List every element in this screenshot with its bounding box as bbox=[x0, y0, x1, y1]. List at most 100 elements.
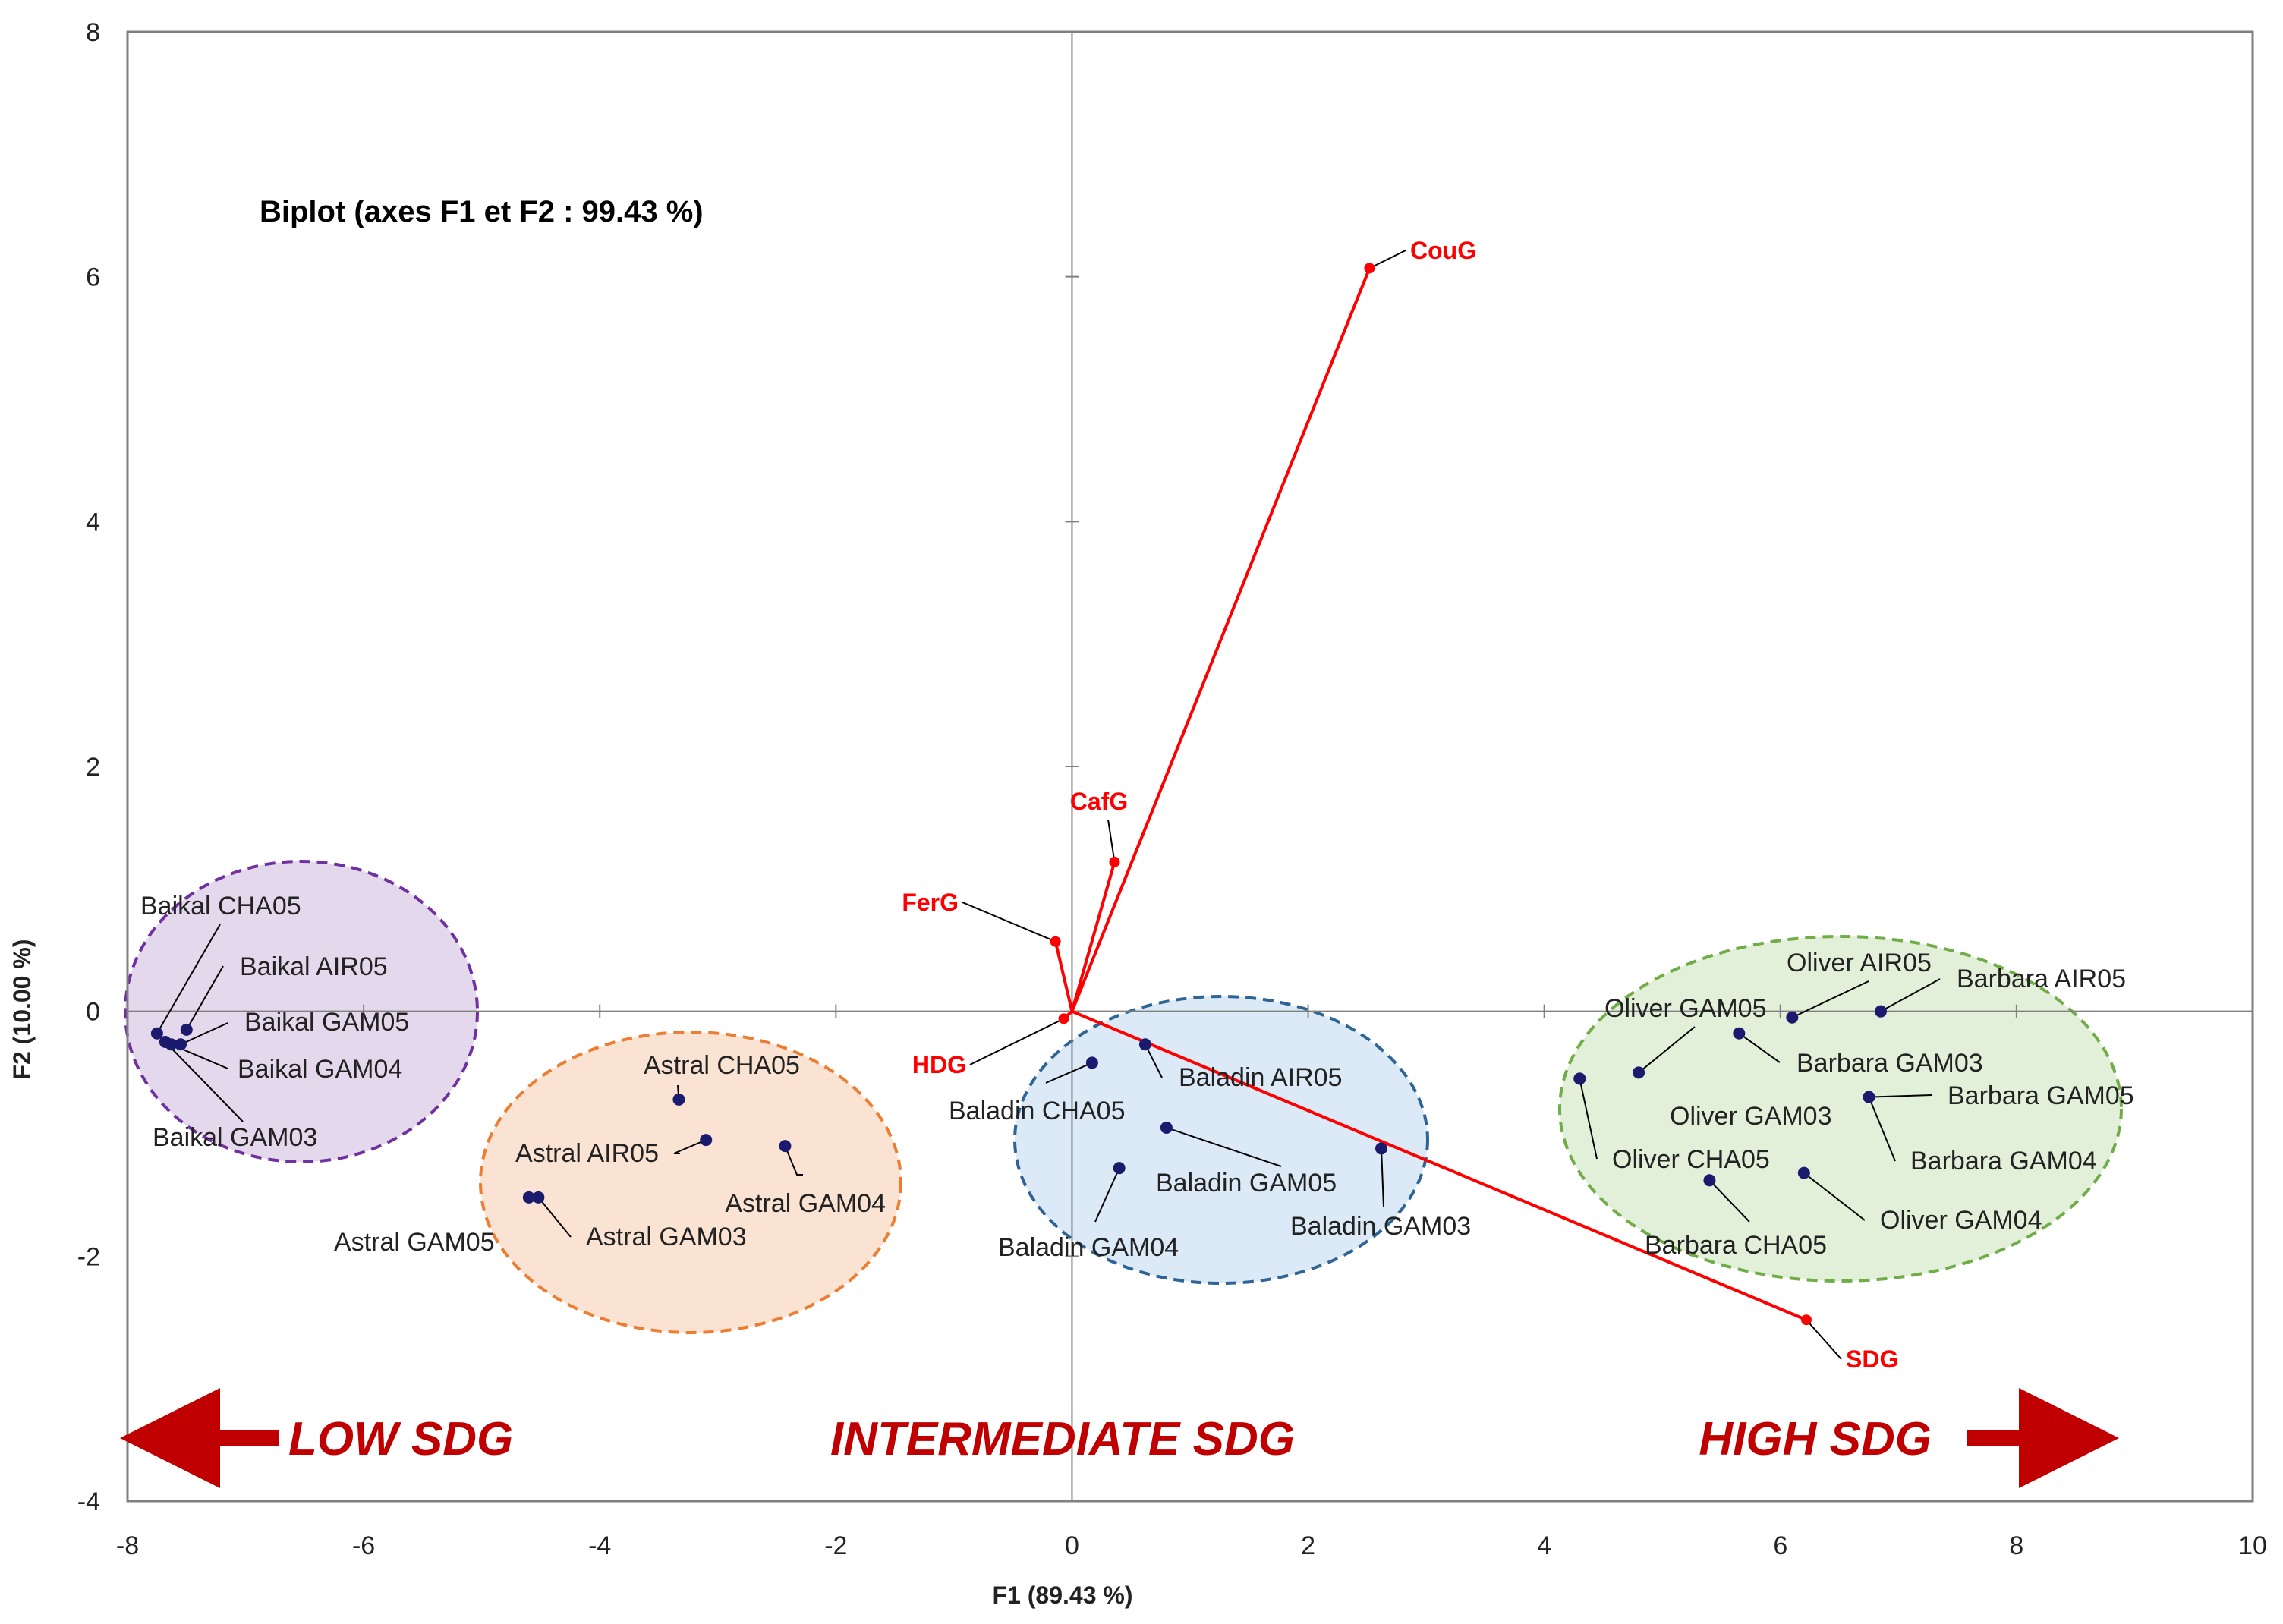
point-label-barbara-gam03: Barbara GAM03 bbox=[1796, 1049, 1983, 1078]
variable-label-coug: CouG bbox=[1410, 237, 1476, 264]
group-ellipse-2 bbox=[479, 1031, 902, 1334]
vector-sdg bbox=[1071, 1009, 1807, 1322]
point-label-baladin-gam03: Baladin GAM03 bbox=[1290, 1212, 1471, 1241]
leader-line bbox=[165, 1041, 244, 1122]
leader-line bbox=[962, 902, 1056, 943]
point-label-oliver-air05: Oliver AIR05 bbox=[1787, 949, 1932, 977]
leader-line bbox=[784, 1145, 803, 1176]
point-baladin-gam05 bbox=[1160, 1121, 1173, 1134]
vector-coug bbox=[1070, 267, 1371, 1012]
point-baladin-gam04 bbox=[1113, 1162, 1126, 1175]
vector-ferg bbox=[1053, 941, 1074, 1012]
leader-line bbox=[1144, 1043, 1163, 1078]
zone-label-high-sdg: HIGH SDG bbox=[1699, 1413, 1932, 1465]
point-label-baikal-gam03: Baikal GAM03 bbox=[153, 1123, 317, 1152]
leader-line bbox=[185, 965, 224, 1031]
leader-line bbox=[1708, 1179, 1750, 1223]
point-barbara-gam04 bbox=[1863, 1091, 1875, 1103]
point-oliver-air05 bbox=[1786, 1011, 1799, 1024]
leader-line bbox=[1381, 1148, 1384, 1207]
point-oliver-gam04 bbox=[1797, 1166, 1810, 1179]
variable-label-cafg: CafG bbox=[1070, 788, 1128, 815]
leader-line bbox=[180, 1022, 228, 1046]
x-tick-label: 10 bbox=[2238, 1531, 2267, 1560]
leader-line bbox=[1806, 1319, 1842, 1360]
point-baladin-gam03 bbox=[1375, 1142, 1387, 1155]
leader-line bbox=[1045, 1062, 1093, 1084]
point-barbara-air05 bbox=[1875, 1005, 1887, 1018]
point-label-astral-cha05: Astral CHA05 bbox=[644, 1051, 800, 1080]
y-tick-label: 6 bbox=[86, 263, 100, 292]
group-ellipse-3 bbox=[1013, 995, 1429, 1285]
x-axis-title: F1 (89.43 %) bbox=[993, 1582, 1133, 1609]
point-label-baladin-cha05: Baladin CHA05 bbox=[949, 1097, 1125, 1125]
point-label-barbara-gam04: Barbara GAM04 bbox=[1910, 1147, 2097, 1176]
point-baikal-air05 bbox=[180, 1023, 193, 1036]
y-tick-label: 2 bbox=[86, 753, 100, 782]
vector-tip-cafg bbox=[1109, 856, 1120, 867]
point-baladin-cha05 bbox=[1085, 1056, 1098, 1069]
x-tick-label: -8 bbox=[116, 1531, 139, 1560]
point-label-oliver-cha05: Oliver CHA05 bbox=[1612, 1145, 1770, 1174]
point-baikal-cha05 bbox=[150, 1027, 163, 1040]
x-tick-label: 6 bbox=[1773, 1531, 1787, 1560]
y-tick-label: 4 bbox=[86, 508, 100, 537]
point-label-baikal-gam05: Baikal GAM05 bbox=[244, 1008, 409, 1037]
x-tick-label: 8 bbox=[2009, 1531, 2023, 1560]
zone-label-intermediate-sdg: INTERMEDIATE SDG bbox=[830, 1413, 1295, 1465]
point-oliver-gam05 bbox=[1633, 1066, 1645, 1079]
x-tick-label: -4 bbox=[588, 1531, 611, 1560]
point-label-baikal-gam04: Baikal GAM04 bbox=[238, 1055, 402, 1084]
leader-line bbox=[1638, 1026, 1696, 1074]
point-astral-cha05 bbox=[672, 1093, 685, 1106]
leader-line bbox=[1869, 1094, 1933, 1098]
point-label-astral-gam05: Astral GAM05 bbox=[334, 1228, 495, 1257]
point-label-baladin-air05: Baladin AIR05 bbox=[1179, 1063, 1343, 1092]
leader-line bbox=[1791, 980, 1869, 1018]
leader-line bbox=[1579, 1078, 1598, 1160]
variable-label-ferg: FerG bbox=[902, 889, 959, 916]
point-barbara-gam03 bbox=[1733, 1027, 1746, 1040]
y-tick-label: 0 bbox=[86, 998, 100, 1027]
y-axis-title: F2 (10.00 %) bbox=[8, 939, 36, 1080]
x-tick-label: -2 bbox=[824, 1531, 847, 1560]
x-tick-label: -6 bbox=[352, 1531, 375, 1560]
point-oliver-cha05 bbox=[1573, 1072, 1586, 1085]
point-baladin-air05 bbox=[1138, 1038, 1151, 1051]
x-tick-label: 2 bbox=[1301, 1531, 1315, 1560]
point-label-astral-gam04: Astral GAM04 bbox=[725, 1189, 886, 1218]
point-label-barbara-gam05: Barbara GAM05 bbox=[1948, 1081, 2134, 1110]
point-baikal-gam05 bbox=[175, 1038, 187, 1051]
leader-line bbox=[1803, 1172, 1866, 1221]
point-label-barbara-cha05: Barbara CHA05 bbox=[1645, 1231, 1827, 1260]
variable-label-sdg: SDG bbox=[1846, 1345, 1898, 1373]
x-tick-label: 0 bbox=[1065, 1531, 1079, 1560]
point-label-baikal-air05: Baikal AIR05 bbox=[240, 952, 388, 981]
leader-line bbox=[1738, 1032, 1781, 1063]
leader-line bbox=[1166, 1126, 1282, 1167]
variable-label-hdg: HDG bbox=[912, 1051, 966, 1078]
y-tick-label: 8 bbox=[86, 18, 100, 47]
leader-line bbox=[969, 1018, 1064, 1065]
chart-title: Biplot (axes F1 et F2 : 99.43 %) bbox=[260, 195, 704, 228]
vector-tip-ferg bbox=[1050, 936, 1061, 947]
point-label-oliver-gam05: Oliver GAM05 bbox=[1604, 994, 1767, 1023]
vector-tip-coug bbox=[1364, 263, 1375, 274]
leader-line bbox=[1369, 250, 1406, 269]
leader-line bbox=[1107, 819, 1116, 862]
vector-cafg bbox=[1070, 861, 1116, 1012]
point-astral-gam03 bbox=[532, 1191, 545, 1204]
group-ellipse-4 bbox=[1558, 935, 2123, 1283]
point-label-baladin-gam05: Baladin GAM05 bbox=[1156, 1169, 1337, 1198]
point-baikal-gam03 bbox=[159, 1036, 172, 1048]
x-tick-label: 4 bbox=[1537, 1531, 1551, 1560]
point-astral-air05 bbox=[700, 1134, 713, 1147]
vector-tip-sdg bbox=[1801, 1314, 1812, 1326]
point-label-baikal-cha05: Baikal CHA05 bbox=[140, 892, 301, 921]
point-label-baladin-gam04: Baladin GAM04 bbox=[998, 1233, 1179, 1262]
point-label-astral-gam03: Astral GAM03 bbox=[586, 1223, 747, 1251]
plot-frame bbox=[126, 30, 2254, 1503]
point-label-oliver-gam03: Oliver GAM03 bbox=[1670, 1102, 1832, 1131]
point-label-barbara-air05: Barbara AIR05 bbox=[1957, 965, 2126, 993]
leader-line bbox=[156, 924, 221, 1034]
